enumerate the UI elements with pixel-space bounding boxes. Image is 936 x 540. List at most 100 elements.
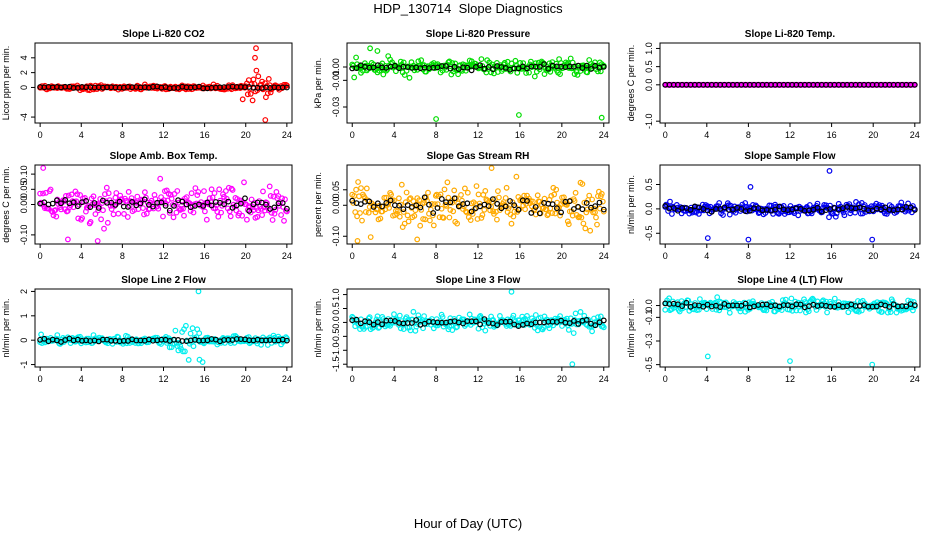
data-point [284, 205, 290, 212]
x-tick-label: 0 [663, 251, 668, 261]
y-tick-label: 0.0 [644, 79, 654, 92]
data-point [596, 199, 603, 206]
data-point [581, 312, 588, 319]
data-point [92, 211, 99, 218]
x-tick-label: 24 [599, 251, 609, 261]
data-point [177, 207, 184, 213]
data-point [180, 205, 186, 212]
data-point [183, 201, 190, 208]
data-point [496, 194, 502, 201]
data-point [490, 208, 497, 215]
data-point [259, 212, 266, 219]
data-point [899, 206, 905, 213]
data-point [531, 73, 538, 80]
data-point [886, 304, 893, 310]
data-point [482, 187, 489, 194]
data-point [708, 208, 715, 215]
data-point [447, 315, 454, 322]
y-tick-label: -0.01 [331, 70, 341, 91]
data-point [468, 208, 475, 215]
x-tick-label: 16 [827, 130, 837, 140]
panel-title: Slope Gas Stream RH [427, 151, 530, 162]
y-axis-label: nl/min per min. [1, 298, 11, 357]
data-point [716, 200, 723, 206]
data-point [795, 212, 802, 219]
y-tick-label: 0.00 [19, 196, 29, 214]
panel-title: Slope Line 2 Flow [121, 275, 206, 286]
data-point [374, 62, 381, 69]
data-point [366, 198, 373, 205]
data-point [94, 238, 101, 244]
panel-3: Slope Li-820 Temp. degrees C per min. 0 4 8 1… [626, 29, 921, 140]
data-point [354, 237, 361, 244]
data-point [589, 196, 595, 203]
data-point [363, 185, 370, 192]
data-point [772, 206, 779, 213]
data-point [162, 202, 169, 209]
data-point [54, 197, 60, 204]
data-point [565, 327, 572, 333]
data-point [125, 203, 131, 210]
data-point [515, 206, 522, 213]
data-point [583, 200, 590, 206]
x-tick-label: 8 [434, 374, 439, 384]
data-series [662, 294, 918, 368]
data-point [451, 195, 458, 202]
data-point [580, 220, 587, 227]
data-point [180, 348, 186, 355]
data-point [597, 313, 604, 320]
data-point [81, 194, 88, 201]
data-point [410, 308, 417, 315]
panel-title: Slope Amb. Box Temp. [110, 151, 218, 162]
data-point [594, 221, 600, 228]
data-point [377, 215, 384, 222]
panel-1: Slope Li-820 CO2 Licor ppm per min. 0 4 8 12 1… [1, 29, 293, 140]
x-tick-label: 12 [158, 251, 168, 261]
y-tick-label: -0.5 [644, 357, 654, 373]
data-point [358, 185, 364, 192]
data-point [494, 200, 501, 207]
data-point [557, 71, 563, 77]
x-tick-label: 20 [868, 251, 878, 261]
data-point [494, 216, 500, 223]
data-point [391, 311, 397, 318]
data-point [246, 207, 253, 214]
y-tick-label: 0.0 [644, 299, 654, 312]
panel-title: Slope Line 3 Flow [436, 275, 521, 286]
x-tick-label: 12 [785, 251, 795, 261]
data-point [882, 204, 889, 211]
data-point [374, 200, 381, 207]
data-point [738, 302, 745, 309]
data-point [47, 186, 54, 193]
data-point [840, 300, 847, 307]
data-point [455, 203, 462, 210]
data-point [38, 199, 44, 206]
data-point [353, 186, 360, 193]
data-point [375, 325, 382, 331]
y-tick-label: 0.5 [644, 60, 654, 73]
data-point [443, 63, 449, 69]
data-point [467, 217, 474, 224]
y-tick-label: 0.5 [331, 302, 341, 315]
data-point [138, 196, 145, 203]
data-point [447, 199, 454, 206]
data-point [578, 214, 585, 221]
data-point [407, 327, 414, 334]
data-point [490, 196, 496, 203]
data-point [554, 205, 560, 212]
data-point [845, 309, 852, 316]
data-point [405, 218, 412, 225]
data-point [856, 308, 862, 315]
data-point [246, 204, 253, 211]
data-point [676, 308, 683, 315]
data-point [410, 198, 417, 205]
data-point [266, 183, 273, 190]
x-tick-label: 0 [350, 130, 355, 140]
data-point [488, 165, 495, 172]
data-point [62, 196, 69, 203]
x-tick-label: 8 [120, 374, 125, 384]
data-point [349, 313, 356, 320]
data-point [392, 62, 398, 69]
data-point [667, 198, 673, 205]
panel-title: Slope Sample Flow [744, 151, 835, 162]
